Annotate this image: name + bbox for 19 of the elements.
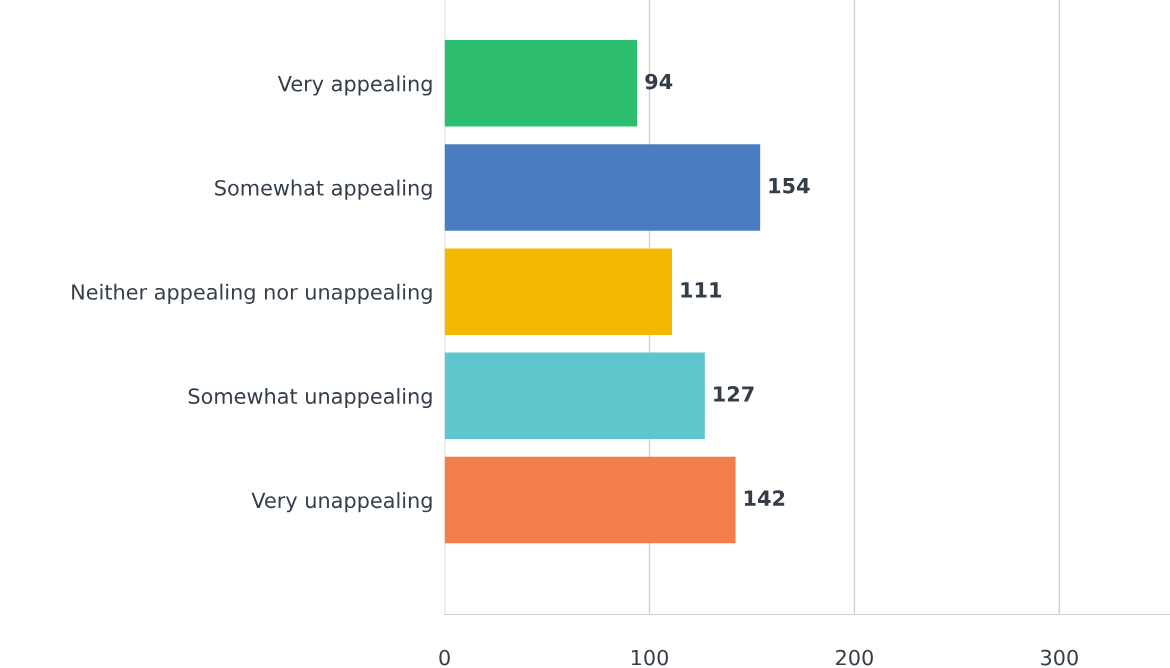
data-label: 111 [681,282,722,298]
x-tick-label: 0 [439,649,450,666]
x-tick-label: 300 [1041,649,1078,666]
y-tick-label: Somewhat unappealing [188,387,432,409]
x-tick-label: 100 [631,649,669,666]
bar [444,144,761,231]
bar [444,352,705,440]
data-label: 154 [769,178,810,194]
bar [444,40,638,127]
y-tick-label: Somewhat appealing [215,179,432,200]
data-label: 127 [714,386,754,402]
x-tick-label: 200 [836,649,873,666]
bar [444,248,673,335]
y-tick-label: Very unappealing [251,492,432,513]
y-tick-label: Neither appealing nor unappealing [72,283,432,304]
data-label: 142 [744,490,785,506]
bar [444,456,736,544]
data-label: 94 [645,73,673,90]
y-tick-label: Very appealing [277,75,432,96]
